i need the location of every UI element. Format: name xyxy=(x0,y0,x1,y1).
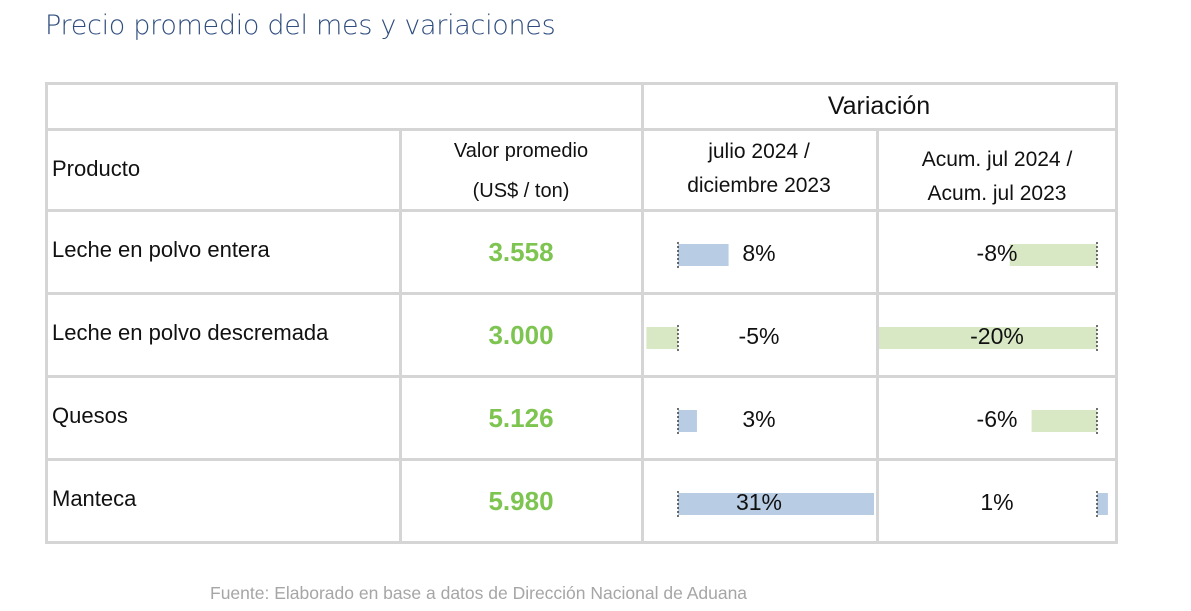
row-valor: 5.980 xyxy=(488,486,554,516)
grid-line xyxy=(45,458,1118,461)
page-title: Precio promedio del mes y variaciones xyxy=(45,10,556,41)
row-var-acum-label: -8% xyxy=(976,240,1018,266)
header-variacion: Variación xyxy=(827,92,931,120)
grid-line xyxy=(45,82,48,544)
grid-line xyxy=(45,128,1118,131)
var-mes-bar xyxy=(678,493,874,515)
var-acum-bar xyxy=(1097,493,1108,515)
row-var-mes-label: 31% xyxy=(735,489,783,515)
source-note: Fuente: Elaborado en base a datos de Dir… xyxy=(210,583,748,603)
grid-line xyxy=(45,375,1118,378)
price-table: Variación Producto Valor promedio (US$ /… xyxy=(45,82,1118,544)
row-var-acum-label: -6% xyxy=(976,406,1018,432)
var-mes-bar xyxy=(678,244,729,266)
header-col3-line1: julio 2024 / xyxy=(708,140,810,163)
row-var-mes-label: -5% xyxy=(738,323,780,349)
row-valor: 3.000 xyxy=(488,320,554,350)
row-var-mes-label: 8% xyxy=(742,240,776,266)
grid-line xyxy=(45,541,1118,544)
grid-line xyxy=(45,209,1118,212)
row-valor: 5.126 xyxy=(488,403,554,433)
header-col3-line2: diciembre 2023 xyxy=(687,174,831,197)
row-var-acum-label: 1% xyxy=(980,489,1014,515)
row-producto: Quesos xyxy=(52,403,128,428)
row-producto: Leche en polvo descremada xyxy=(52,320,329,345)
header-producto: Producto xyxy=(52,156,141,181)
grid-line xyxy=(1115,82,1118,544)
row-var-mes-label: 3% xyxy=(742,406,776,432)
var-mes-bar xyxy=(678,410,697,432)
header-valor-line1: Valor promedio xyxy=(453,140,589,162)
grid-line xyxy=(399,128,402,544)
header-valor-line2: (US$ / ton) xyxy=(472,180,570,202)
row-producto: Manteca xyxy=(52,486,137,511)
var-mes-bar xyxy=(646,327,678,349)
header-col4-line2: Acum. jul 2023 xyxy=(927,182,1067,205)
var-acum-bar xyxy=(1031,410,1097,432)
row-var-acum-label: -20% xyxy=(970,323,1024,349)
grid-line xyxy=(876,128,879,544)
grid-line xyxy=(641,82,644,544)
row-producto: Leche en polvo entera xyxy=(52,237,270,262)
grid-line xyxy=(45,292,1118,295)
row-valor: 3.558 xyxy=(488,237,554,267)
var-acum-bar xyxy=(1009,244,1097,266)
header-col4-line1: Acum. jul 2024 / xyxy=(921,148,1073,171)
variation-bars xyxy=(646,242,1108,517)
var-acum-bar xyxy=(879,327,1097,349)
grid-line xyxy=(45,82,1118,85)
